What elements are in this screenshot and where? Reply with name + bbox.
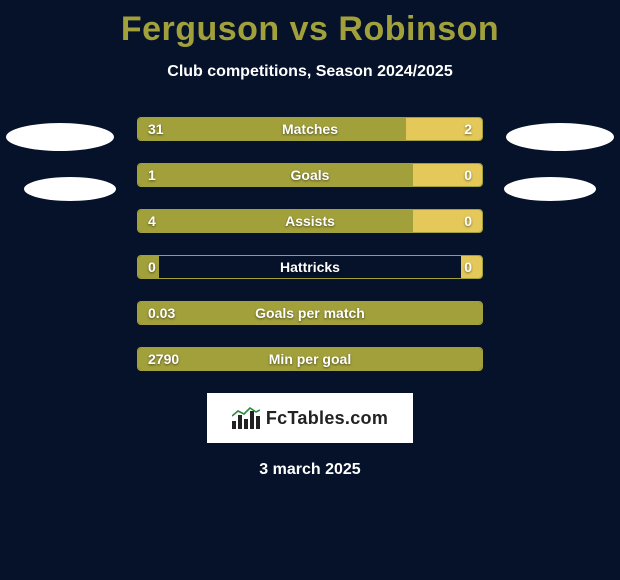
date-label: 3 march 2025	[0, 461, 620, 479]
subtitle: Club competitions, Season 2024/2025	[0, 63, 620, 81]
stat-left-value: 31	[148, 118, 164, 140]
stat-right-value: 0	[464, 164, 472, 186]
stat-row: 0 0Hattricks	[137, 255, 483, 279]
stat-left-value: 0	[148, 256, 156, 278]
fctables-logo: FcTables.com	[207, 393, 413, 443]
stat-left-value: 0.03	[148, 302, 175, 324]
stat-right-value: 2	[464, 118, 472, 140]
stat-left-segment	[138, 210, 413, 232]
stat-label: Hattricks	[138, 256, 482, 278]
stat-row: 312Matches	[137, 117, 483, 141]
stat-left-value: 1	[148, 164, 156, 186]
stat-row: 2790Min per goal	[137, 347, 483, 371]
logo-text: FcTables.com	[266, 408, 388, 429]
stat-left-value: 2790	[148, 348, 179, 370]
stat-row: 40Assists	[137, 209, 483, 233]
comparison-bars: 312Matches10Goals40Assists00Hattricks0.0…	[137, 117, 483, 371]
stat-right-value: 0	[464, 256, 472, 278]
stat-left-segment	[138, 164, 413, 186]
page-title: Ferguson vs Robinson	[0, 0, 620, 49]
decorative-ellipse	[6, 123, 114, 151]
stat-row: 10Goals	[137, 163, 483, 187]
stat-left-segment	[138, 302, 482, 324]
stat-left-segment	[138, 118, 406, 140]
logo-chart-icon	[232, 407, 260, 429]
stat-left-value: 4	[148, 210, 156, 232]
stat-left-segment	[138, 348, 482, 370]
stat-right-value: 0	[464, 210, 472, 232]
decorative-ellipse	[506, 123, 614, 151]
decorative-ellipse	[24, 177, 116, 201]
stat-row: 0.03Goals per match	[137, 301, 483, 325]
decorative-ellipse	[504, 177, 596, 201]
